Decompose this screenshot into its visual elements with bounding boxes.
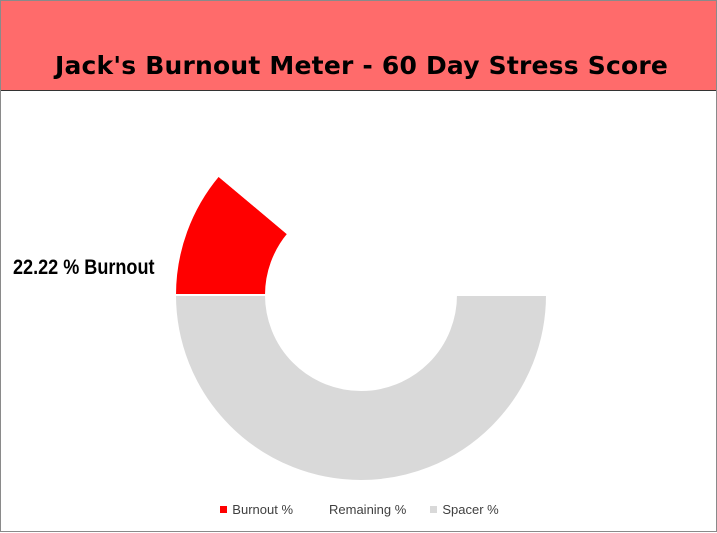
- legend-label-remaining: Remaining %: [329, 502, 407, 517]
- chart-legend: Burnout % Remaining % Spacer %: [1, 502, 717, 517]
- legend-label-spacer: Spacer %: [442, 502, 499, 517]
- legend-swatch-remaining: [317, 506, 324, 513]
- burnout-data-label: 22.22 % Burnout: [13, 256, 155, 279]
- legend-label-burnout: Burnout %: [232, 502, 293, 517]
- title-banner: Jack's Burnout Meter - 60 Day Stress Sco…: [1, 1, 716, 91]
- gauge-slice-spacer: [173, 294, 549, 482]
- legend-item-remaining: Remaining %: [317, 502, 406, 517]
- legend-swatch-spacer: [430, 506, 438, 513]
- page-title: Jack's Burnout Meter - 60 Day Stress Sco…: [54, 51, 669, 80]
- legend-item-burnout: Burnout %: [220, 502, 293, 517]
- legend-item-spacer: Spacer %: [430, 502, 499, 517]
- gauge-slice-remaining: [217, 108, 549, 296]
- legend-swatch-burnout: [220, 506, 228, 513]
